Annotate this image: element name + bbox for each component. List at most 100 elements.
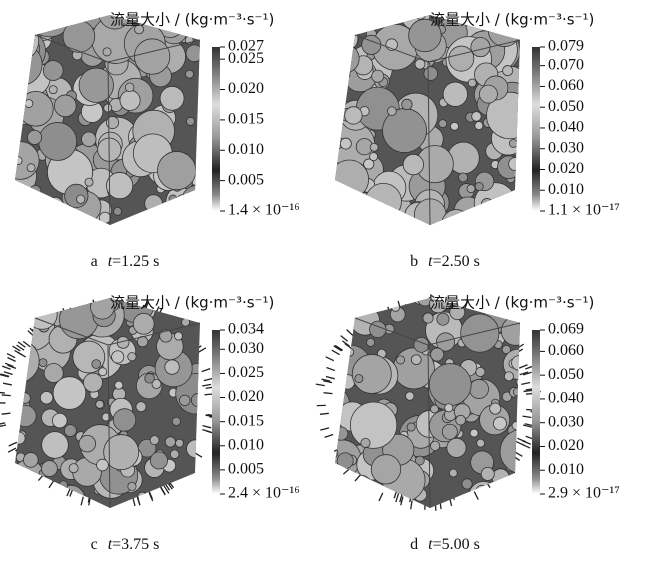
particle [465,212,490,237]
flux-arrow [523,416,532,417]
particle [365,183,401,219]
particle [175,439,183,447]
particle [365,491,390,516]
particle [7,373,18,384]
particle [450,122,458,130]
particle [16,313,26,323]
colorbar-tick-label: 0.025 [228,364,264,381]
particle [442,424,457,439]
particle [16,195,45,224]
particle [346,348,354,356]
particle [509,139,517,147]
colorbar-title: 流量大小 / (kg·m⁻³·s⁻¹) [430,11,594,29]
particle [145,195,163,213]
flux-arrow [379,493,383,501]
particle [510,212,533,235]
particle [387,14,397,24]
particle [367,338,375,346]
particle [456,415,466,425]
particle [125,83,134,92]
particle [47,494,57,504]
particle [471,38,490,57]
particle [469,223,477,231]
particle [0,19,39,61]
flux-arrow [133,497,135,506]
flux-arrow [4,372,13,375]
colorbar-tick-label: 0.030 [228,340,264,357]
particle [13,305,22,314]
particle [411,355,421,365]
flux-arrow [521,382,530,384]
particle [115,381,123,389]
particle [99,212,110,223]
particle [363,0,393,27]
particle [106,116,118,128]
particle [314,488,357,531]
particle [57,485,85,513]
particle [79,435,96,452]
particle [172,483,192,503]
particle [334,6,364,36]
particle [27,130,41,144]
particle [519,385,527,393]
particle [442,210,471,239]
particle [104,104,112,112]
particle [330,413,340,423]
particle [458,504,466,512]
particle [114,207,122,215]
particle [77,195,85,203]
particle [95,221,104,230]
particle [406,392,414,400]
colorbar-tick-label: 0.040 [548,390,584,407]
flux-arrow [515,452,523,457]
particle [155,493,179,517]
flux-arrow [325,434,333,437]
particle [145,374,155,384]
particle [64,425,76,437]
colorbar-tick-label: 2.9 × 10⁻¹⁷ [548,485,620,502]
colorbar-tick-label: 0.030 [548,139,584,156]
colorbar-tick-label: 1.4 × 10⁻¹⁶ [228,202,300,219]
particle [348,475,373,500]
particle [478,213,495,230]
caption-letter: c [91,536,98,553]
particle [10,414,18,422]
particle [169,195,177,203]
particle [392,303,400,311]
panel: 流量大小 / (kg·m⁻³·s⁻¹)0.0340.0300.0250.0200… [0,278,300,553]
particle [445,404,453,412]
particle [42,495,56,509]
particle [191,393,204,406]
flux-arrow [342,341,349,346]
colorbar-tick-label: 0.060 [548,342,584,359]
particle [13,432,25,444]
particle [424,67,438,81]
particle [512,422,520,430]
particle [69,464,78,473]
flux-arrow [347,330,354,336]
particle [501,317,530,346]
particle [383,109,427,153]
particle [16,110,24,118]
colorbar-title: 流量大小 / (kg·m⁻³·s⁻¹) [110,294,274,312]
particle [335,427,348,440]
particle [459,173,468,182]
figure: 流量大小 / (kg·m⁻³·s⁻¹)0.0270.0250.0200.0150… [0,0,646,561]
colorbar-tick-label: 0.030 [548,413,584,430]
particle [39,122,77,160]
particle [355,199,367,211]
colorbar-tick-label: 0.069 [548,321,584,338]
particle [15,405,36,426]
particle [375,206,394,225]
colorbar-tick-label: 0.025 [228,50,264,67]
particle [165,437,175,447]
particle [59,481,67,489]
particle [107,172,133,198]
flux-arrow [49,480,54,487]
particle [325,468,352,495]
particle [0,465,21,486]
particle [468,79,476,87]
particle [492,469,509,486]
colorbar-tick-label: 0.060 [548,77,584,94]
